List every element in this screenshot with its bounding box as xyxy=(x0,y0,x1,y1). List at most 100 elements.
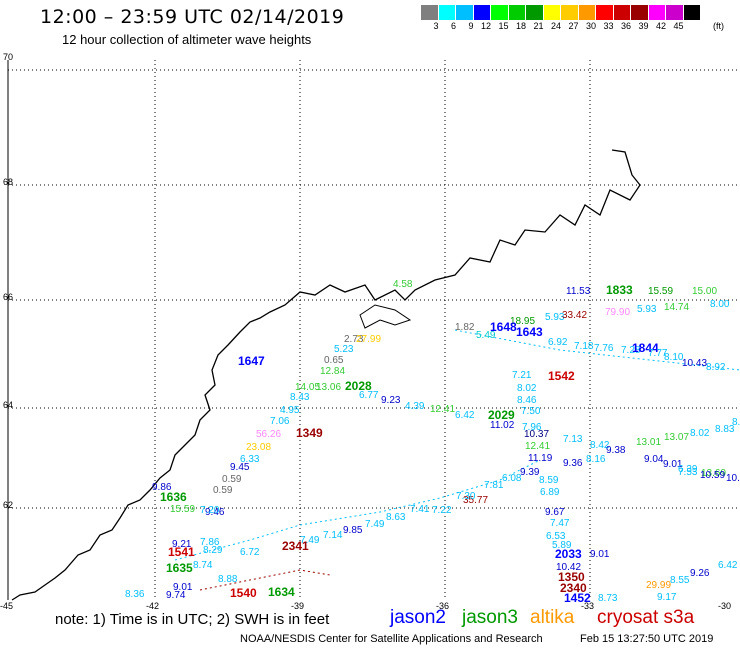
wave-height-value: 6.39 xyxy=(678,464,698,475)
colorbar-label: 3 xyxy=(433,21,439,31)
wave-height-value: 8.74 xyxy=(193,560,213,571)
legend-note: note: 1) Time is in UTC; 2) SWH is in fe… xyxy=(55,611,330,628)
lat-label: 64 xyxy=(3,400,13,410)
lat-label: 68 xyxy=(3,177,13,187)
wave-height-value: 9.01 xyxy=(663,459,683,470)
wave-height-value: 10.43 xyxy=(682,358,707,369)
wave-height-value: 9.36 xyxy=(563,458,583,469)
colorbar-swatch xyxy=(421,5,439,20)
wave-height-value: 7.81 xyxy=(484,480,504,491)
wave-height-value: 1.82 xyxy=(455,322,475,333)
pass-time-label: 1350 xyxy=(558,570,585,584)
colorbar-swatch xyxy=(613,5,631,20)
wave-height-value: 10.37 xyxy=(524,429,549,440)
wave-height-value: 9.01 xyxy=(590,549,610,560)
wave-height-value: 6.72 xyxy=(240,547,260,558)
wave-height-value: 9.67 xyxy=(545,507,565,518)
pass-time-label: 1349 xyxy=(296,426,323,440)
wave-height-value: 10.42 xyxy=(556,562,581,573)
wave-height-value: 29.99 xyxy=(646,580,671,591)
wave-height-value: 11.53 xyxy=(566,286,591,297)
colorbar-swatch xyxy=(491,5,509,20)
wave-height-value: 8.92 xyxy=(706,362,726,373)
wave-height-value: 8.9 xyxy=(732,417,740,428)
wave-height-value: 8.00 xyxy=(710,299,730,310)
wave-height-value: 9.45 xyxy=(230,462,250,473)
colorbar-label: 30 xyxy=(585,21,596,31)
wave-height-value: 6.08 xyxy=(502,473,522,484)
colorbar-label: 36 xyxy=(620,21,631,31)
wave-height-value: 6.92 xyxy=(548,337,568,348)
wave-height-value: 6.42 xyxy=(455,410,475,421)
wave-height-value: 14.05 xyxy=(295,382,320,393)
pass-time-label: 1636 xyxy=(160,490,187,504)
pass-tracks xyxy=(174,329,740,591)
wave-height-value: 7.41 xyxy=(410,504,430,515)
wave-height-value: 8.63 xyxy=(386,512,406,523)
colorbar-swatch xyxy=(526,5,544,20)
pass-time-label: 1634 xyxy=(268,585,295,599)
wave-height-value: 8.55 xyxy=(670,575,690,586)
pass-time-label: 2033 xyxy=(555,547,582,561)
legend-cryosat: cryosat s3a xyxy=(597,607,695,628)
wave-height-value: 8.42 xyxy=(590,440,610,451)
wave-height-value: 56.26 xyxy=(256,429,281,440)
wave-height-value: 8.43 xyxy=(290,392,310,403)
lat-label: 66 xyxy=(3,292,13,302)
wave-height-value: 13.06 xyxy=(316,382,341,393)
wave-height-value: 8.46 xyxy=(517,395,537,406)
wave-height-value: 33.42 xyxy=(562,310,587,321)
wave-height-value: 8.02 xyxy=(517,383,537,394)
wave-height-value: 8.36 xyxy=(125,589,145,600)
wave-height-value: 8.59 xyxy=(539,475,559,486)
fjord-detail xyxy=(359,304,412,329)
wave-height-value: 7.20 xyxy=(200,505,220,516)
wave-height-value: 9.86 xyxy=(152,482,172,493)
wave-height-value: 9.17 xyxy=(657,592,677,603)
wave-height-value: 9.46 xyxy=(205,507,225,518)
wave-height-value: 7.96 xyxy=(522,422,542,433)
wave-height-value: 6.53 xyxy=(546,531,566,542)
wave-height-value: 7.49 xyxy=(300,535,320,546)
wave-height-value: 7.18 xyxy=(574,341,594,352)
wave-height-value: 7.76 xyxy=(594,343,614,354)
wave-height-value: 0.59 xyxy=(222,474,242,485)
lon-label: -36 xyxy=(436,601,449,611)
wave-height-value: 10.59 xyxy=(700,470,725,481)
pass-time-label: 1647 xyxy=(238,354,265,368)
colorbar-swatch xyxy=(438,5,456,20)
wave-height-value: 4.95 xyxy=(280,405,300,416)
wave-height-value: 18.95 xyxy=(510,316,535,327)
colorbar-label: 27 xyxy=(568,21,579,31)
lon-label: -33 xyxy=(581,601,594,611)
wave-height-value: 12.41 xyxy=(525,441,550,452)
wave-height-value: 11.19 xyxy=(528,453,553,464)
colorbar-label: 39 xyxy=(638,21,649,31)
wave-height-value: 7.06 xyxy=(270,416,290,427)
generated-timestamp: Feb 15 13:27:50 UTC 2019 xyxy=(580,633,714,645)
lon-label: -45 xyxy=(0,601,13,611)
wave-height-value: 9.23 xyxy=(381,395,401,406)
wave-height-value: 15.59 xyxy=(170,504,195,515)
wave-height-value: 7.30 xyxy=(456,491,476,502)
wave-height-value: 12.41 xyxy=(430,404,455,415)
pass-time-label: 1542 xyxy=(548,369,575,383)
colorbar-label: 18 xyxy=(515,21,526,31)
pass-time-label: 1833 xyxy=(606,283,633,297)
wave-height-value: 7.28 xyxy=(621,345,641,356)
pass-time-label: 1540 xyxy=(230,586,257,600)
pass-time-label: 2029 xyxy=(488,408,515,422)
wave-height-value: 8.10 xyxy=(664,352,684,363)
pass-time-label: 1643 xyxy=(516,325,543,339)
wave-height-value: 8.16 xyxy=(586,454,606,465)
wave-height-value: 79.90 xyxy=(605,307,630,318)
wave-height-value: 7.49 xyxy=(365,519,385,530)
wave-height-value: 9.04 xyxy=(644,454,664,465)
colorbar-swatch xyxy=(596,5,614,20)
wave-height-value: 5.89 xyxy=(552,540,572,551)
wave-height-value: 2.73 xyxy=(344,334,364,345)
wave-height-value: 6.42 xyxy=(718,560,738,571)
pass-time-label: 1541 xyxy=(168,545,195,559)
colorbar-label: 45 xyxy=(673,21,684,31)
